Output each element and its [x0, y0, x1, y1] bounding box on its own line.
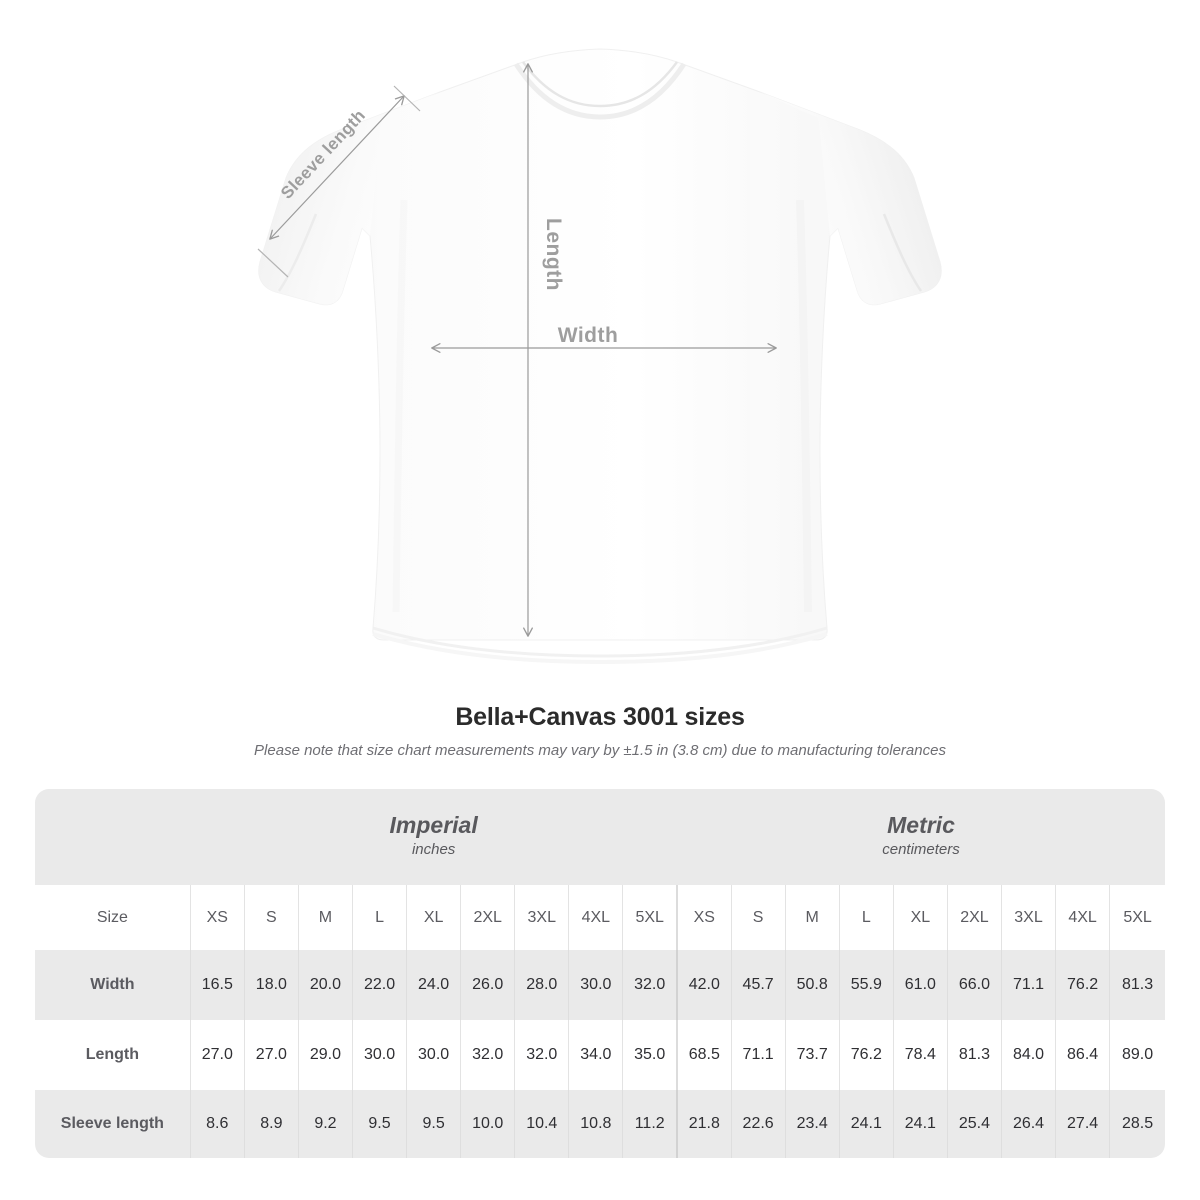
unit-header-metric: Metric centimeters: [677, 789, 1165, 885]
cell-width-metric-4xl: 76.2: [1055, 950, 1110, 1020]
size-header-metric-2xl: 2XL: [946, 885, 1002, 950]
cell-length-imperial-xl: 30.0: [406, 1020, 461, 1090]
cell-length-metric-l: 76.2: [838, 1020, 894, 1090]
length-label: Length: [542, 218, 565, 291]
cell-sleeve-metric-xs: 21.8: [675, 1090, 732, 1158]
cell-sleeve-metric-s: 22.6: [730, 1090, 786, 1158]
cell-length-metric-s: 71.1: [730, 1020, 786, 1090]
cell-sleeve-imperial-2xl: 10.0: [460, 1090, 515, 1158]
cell-sleeve-imperial-m: 9.2: [297, 1090, 353, 1158]
row-label-sleeve-length: Sleeve length: [35, 1090, 191, 1158]
cell-length-metric-4xl: 86.4: [1055, 1020, 1110, 1090]
cell-width-imperial-m: 20.0: [297, 950, 353, 1020]
cell-length-imperial-5xl: 35.0: [622, 1020, 677, 1090]
cell-width-imperial-5xl: 32.0: [622, 950, 677, 1020]
page-title: Bella+Canvas 3001 sizes: [455, 703, 745, 731]
table-row: Width 16.5 18.0 20.0 22.0 24.0 26.0 28.0…: [35, 950, 1165, 1020]
cell-sleeve-metric-5xl: 28.5: [1109, 1090, 1165, 1158]
cell-sleeve-metric-l: 24.1: [838, 1090, 894, 1158]
unit-name-metric: Metric: [887, 811, 955, 838]
size-header-metric-m: M: [784, 885, 840, 950]
cell-length-metric-xl: 78.4: [892, 1020, 948, 1090]
cell-width-metric-2xl: 66.0: [946, 950, 1002, 1020]
cell-length-imperial-4xl: 34.0: [568, 1020, 623, 1090]
tshirt-measurement-diagram: Length Width Sleeve length: [257, 48, 942, 658]
cell-length-imperial-s: 27.0: [243, 1020, 299, 1090]
cell-sleeve-imperial-s: 8.9: [243, 1090, 299, 1158]
cell-sleeve-metric-m: 23.4: [784, 1090, 840, 1158]
size-header-imperial-3xl: 3XL: [514, 885, 569, 950]
cell-sleeve-metric-3xl: 26.4: [1000, 1090, 1056, 1158]
row-label-length: Length: [35, 1020, 191, 1090]
cell-width-metric-3xl: 71.1: [1000, 950, 1056, 1020]
cell-width-metric-l: 55.9: [838, 950, 894, 1020]
size-header-imperial-l: L: [351, 885, 407, 950]
sleeve-length-dimension-arrow: [257, 85, 421, 278]
size-header-row: Size XS S M L XL 2XL 3XL 4XL 5XL XS S M …: [35, 885, 1165, 950]
cell-length-metric-2xl: 81.3: [946, 1020, 1002, 1090]
cell-sleeve-imperial-3xl: 10.4: [514, 1090, 569, 1158]
cell-sleeve-imperial-xl: 9.5: [406, 1090, 461, 1158]
cell-width-metric-xl: 61.0: [892, 950, 948, 1020]
size-chart-table: Imperial inches Metric centimeters Size …: [35, 789, 1165, 1158]
size-header-imperial-s: S: [243, 885, 299, 950]
size-header-label: Size: [35, 885, 191, 950]
cell-sleeve-metric-2xl: 25.4: [946, 1090, 1002, 1158]
unit-system-header-row: Imperial inches Metric centimeters: [35, 789, 1165, 885]
size-header-imperial-xl: XL: [406, 885, 461, 950]
size-header-imperial-5xl: 5XL: [622, 885, 677, 950]
cell-width-metric-5xl: 81.3: [1109, 950, 1165, 1020]
unit-sub-metric: centimeters: [882, 841, 960, 859]
size-header-imperial-xs: XS: [189, 885, 245, 950]
size-header-metric-xs: XS: [675, 885, 732, 950]
size-header-metric-l: L: [838, 885, 894, 950]
cell-width-imperial-4xl: 30.0: [568, 950, 623, 1020]
tolerance-note: Please note that size chart measurements…: [254, 742, 946, 759]
cell-length-imperial-m: 29.0: [297, 1020, 353, 1090]
cell-width-imperial-3xl: 28.0: [514, 950, 569, 1020]
size-header-imperial-4xl: 4XL: [568, 885, 623, 950]
cell-length-imperial-l: 30.0: [351, 1020, 407, 1090]
unit-name-imperial: Imperial: [389, 811, 478, 838]
cell-length-imperial-3xl: 32.0: [514, 1020, 569, 1090]
unit-header-imperial: Imperial inches: [190, 789, 677, 885]
size-header-metric-xl: XL: [892, 885, 948, 950]
table-row: Length 27.0 27.0 29.0 30.0 30.0 32.0 32.…: [35, 1020, 1165, 1090]
cell-sleeve-imperial-4xl: 10.8: [568, 1090, 623, 1158]
cell-length-imperial-xs: 27.0: [189, 1020, 245, 1090]
cell-width-imperial-xs: 16.5: [189, 950, 245, 1020]
cell-width-metric-m: 50.8: [784, 950, 840, 1020]
unit-header-spacer: [35, 789, 191, 885]
cell-width-imperial-xl: 24.0: [406, 950, 461, 1020]
cell-width-imperial-s: 18.0: [243, 950, 299, 1020]
cell-width-metric-s: 45.7: [730, 950, 786, 1020]
cell-sleeve-metric-4xl: 27.4: [1055, 1090, 1110, 1158]
cell-width-imperial-2xl: 26.0: [460, 950, 515, 1020]
size-header-imperial-2xl: 2XL: [460, 885, 515, 950]
unit-sub-imperial: inches: [411, 841, 456, 859]
size-header-metric-4xl: 4XL: [1055, 885, 1110, 950]
cell-length-metric-5xl: 89.0: [1109, 1020, 1165, 1090]
cell-width-imperial-l: 22.0: [351, 950, 407, 1020]
row-label-width: Width: [35, 950, 191, 1020]
cell-sleeve-imperial-l: 9.5: [351, 1090, 407, 1158]
cell-sleeve-imperial-xs: 8.6: [189, 1090, 245, 1158]
size-header-metric-3xl: 3XL: [1000, 885, 1056, 950]
size-header-metric-s: S: [730, 885, 786, 950]
table-row: Sleeve length 8.6 8.9 9.2 9.5 9.5 10.0 1…: [35, 1090, 1165, 1158]
cell-length-metric-3xl: 84.0: [1000, 1020, 1056, 1090]
size-header-metric-5xl: 5XL: [1109, 885, 1165, 950]
cell-length-imperial-2xl: 32.0: [460, 1020, 515, 1090]
cell-sleeve-imperial-5xl: 11.2: [622, 1090, 677, 1158]
size-chart-table-container: Imperial inches Metric centimeters Size …: [35, 789, 1165, 1158]
width-label: Width: [558, 324, 619, 347]
cell-length-metric-xs: 68.5: [675, 1020, 732, 1090]
size-header-imperial-m: M: [297, 885, 353, 950]
cell-length-metric-m: 73.7: [784, 1020, 840, 1090]
cell-sleeve-metric-xl: 24.1: [892, 1090, 948, 1158]
cell-width-metric-xs: 42.0: [675, 950, 732, 1020]
